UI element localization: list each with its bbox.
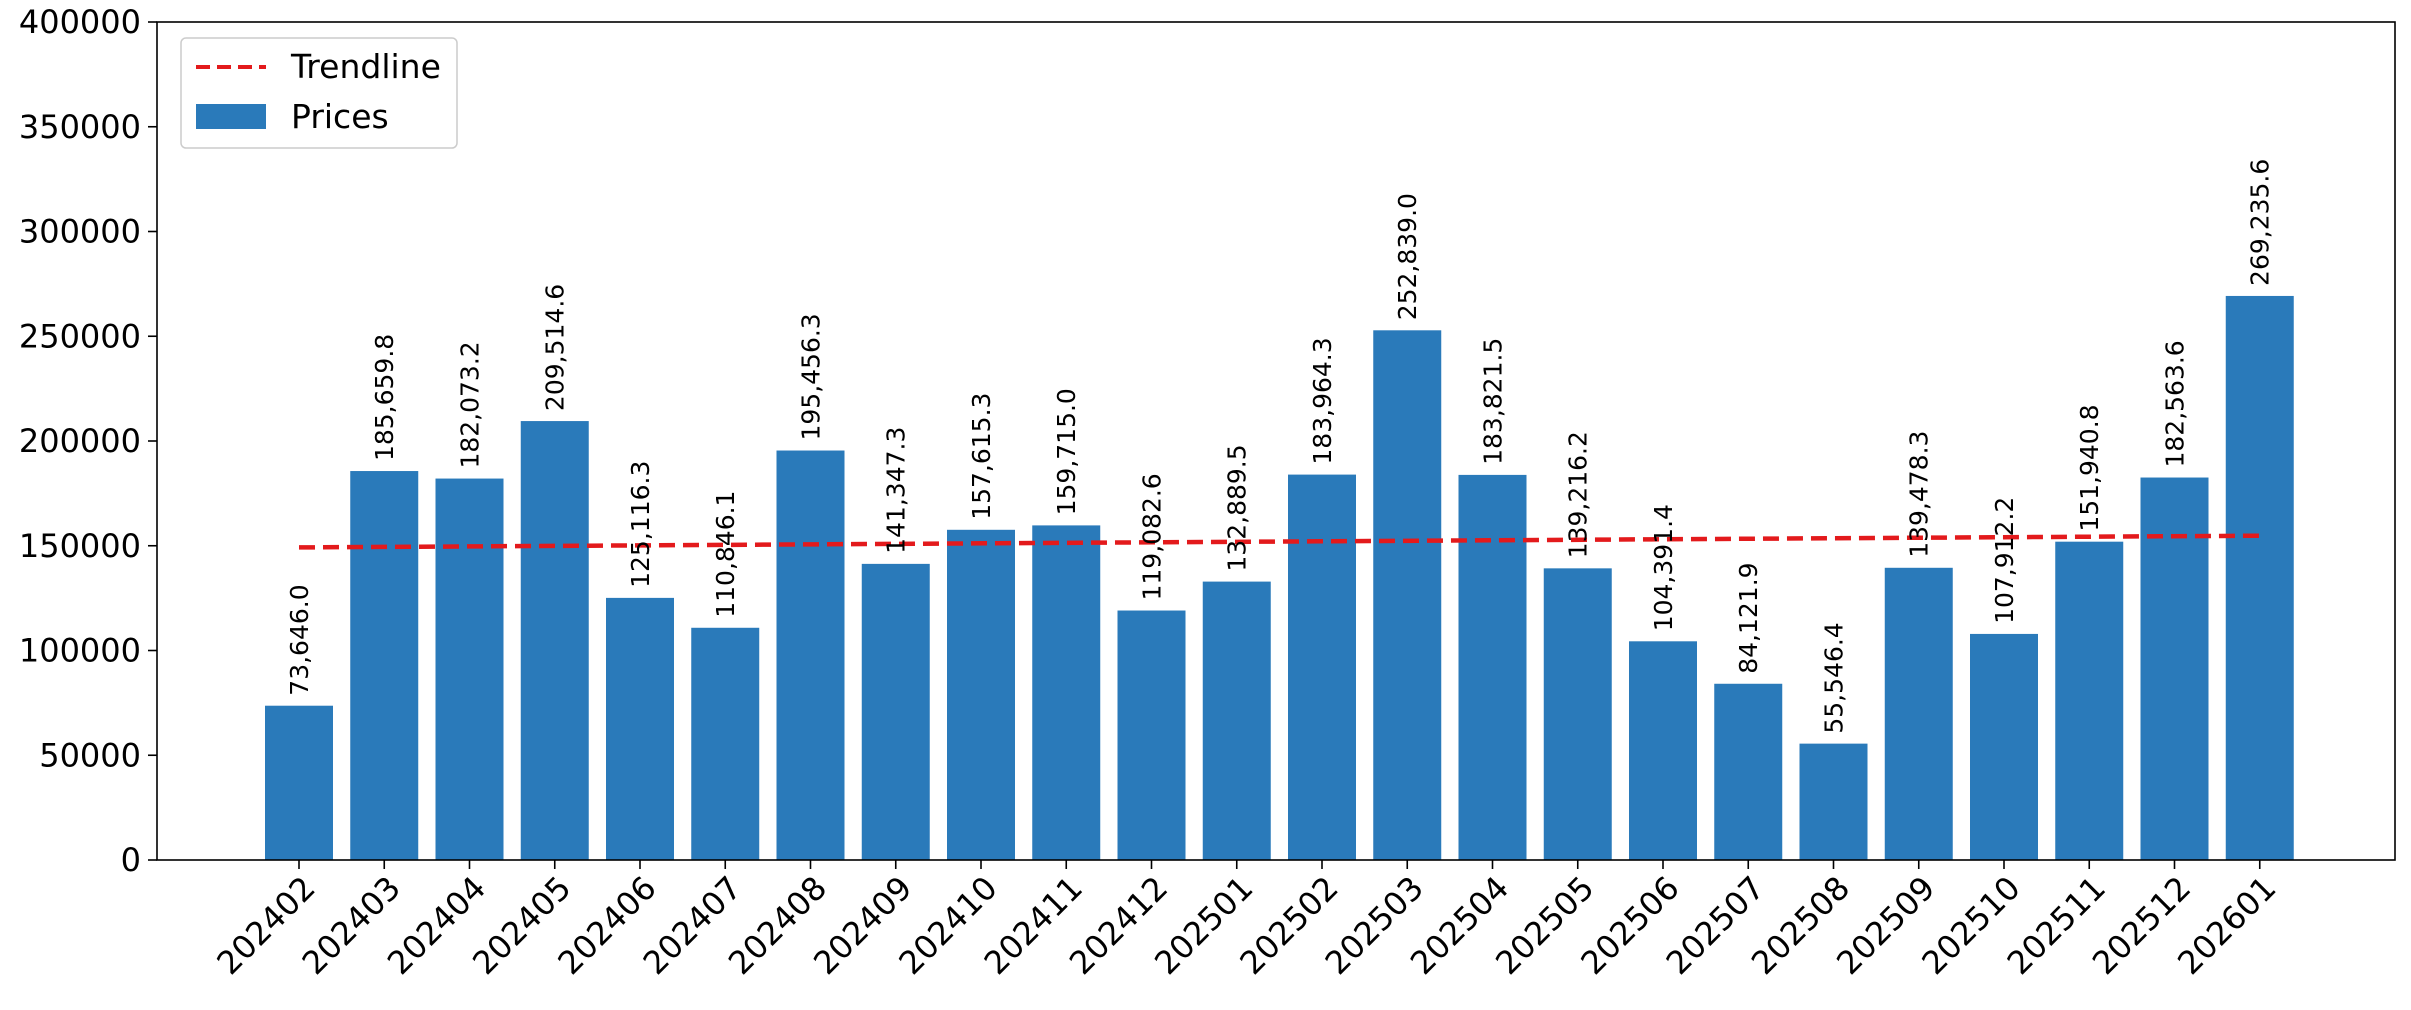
bar-202504 bbox=[1458, 474, 1527, 860]
data-label-202410: 157,615.3 bbox=[967, 393, 996, 520]
bar-202507 bbox=[1714, 683, 1783, 860]
data-label-202402: 73,646.0 bbox=[285, 584, 314, 695]
y-tick-label: 350000 bbox=[19, 108, 141, 146]
bar-202510 bbox=[1970, 633, 2038, 860]
x-axis-ticks: 2024022024032024042024052024062024072024… bbox=[209, 860, 2283, 982]
data-label-202506: 104,391.4 bbox=[1649, 504, 1678, 631]
bar-202503 bbox=[1373, 330, 1442, 860]
bars-layer bbox=[265, 295, 2294, 860]
data-label-202409: 141,347.3 bbox=[882, 427, 911, 554]
y-tick-label: 100000 bbox=[19, 632, 141, 670]
trendline bbox=[298, 533, 2260, 550]
data-label-202404: 182,073.2 bbox=[456, 341, 485, 468]
bar-202508 bbox=[1799, 743, 1868, 860]
data-label-202509: 139,478.3 bbox=[1905, 431, 1934, 558]
y-tick-label: 150000 bbox=[19, 527, 141, 565]
data-label-202507: 84,121.9 bbox=[1734, 562, 1763, 673]
data-label-202502: 183,964.3 bbox=[1308, 337, 1337, 464]
bar-202405 bbox=[520, 421, 589, 860]
y-tick-label: 200000 bbox=[19, 422, 141, 460]
legend-prices-swatch bbox=[196, 104, 266, 129]
data-label-202411: 159,715.0 bbox=[1052, 388, 1081, 515]
bar-202502 bbox=[1288, 474, 1356, 860]
bar-202408 bbox=[776, 450, 845, 860]
bar-202409 bbox=[861, 563, 930, 860]
legend-prices-label: Prices bbox=[291, 97, 389, 136]
y-tick-label: 50000 bbox=[39, 736, 141, 774]
data-label-202510: 107,912.2 bbox=[1990, 497, 2019, 624]
bar-202403 bbox=[350, 471, 419, 860]
data-label-202503: 252,839.0 bbox=[1393, 193, 1422, 320]
data-label-202512: 182,563.6 bbox=[2161, 340, 2190, 467]
bar-202505 bbox=[1543, 568, 1612, 860]
data-label-202412: 119,082.6 bbox=[1138, 473, 1167, 600]
y-tick-label: 300000 bbox=[19, 213, 141, 251]
y-axis-ticks: 0 50000 100000 150000 200000 250000 300000 3500… bbox=[19, 3, 157, 879]
bar-202411 bbox=[1032, 525, 1101, 860]
trendline-layer bbox=[298, 533, 2260, 550]
data-label-202508: 55,546.4 bbox=[1820, 622, 1849, 733]
bar-202406 bbox=[606, 597, 674, 860]
y-tick-label: 400000 bbox=[19, 3, 141, 41]
data-label-202511: 151,940.8 bbox=[2075, 404, 2104, 531]
data-label-202407: 110,846.1 bbox=[711, 491, 740, 618]
data-label-202601: 269,235.6 bbox=[2246, 159, 2275, 286]
data-label-202408: 195,456.3 bbox=[797, 313, 826, 440]
bar-202512 bbox=[2140, 477, 2209, 860]
data-label-202405: 209,514.6 bbox=[541, 284, 570, 411]
bar-202601 bbox=[2225, 295, 2294, 860]
legend: Trendline Prices bbox=[180, 37, 458, 149]
bar-202511 bbox=[2055, 541, 2124, 860]
bar-202501 bbox=[1202, 581, 1271, 860]
legend-trendline-label: Trendline bbox=[290, 47, 441, 86]
bar-202404 bbox=[435, 478, 504, 860]
bar-202402 bbox=[265, 705, 333, 860]
data-label-202505: 139,216.2 bbox=[1564, 431, 1593, 558]
y-tick-label: 0 bbox=[121, 841, 141, 879]
bar-202407 bbox=[691, 627, 760, 860]
data-label-202501: 132,889.5 bbox=[1223, 444, 1252, 571]
data-label-202504: 183,821.5 bbox=[1479, 338, 1508, 465]
bar-202410 bbox=[947, 529, 1015, 860]
y-tick-label: 250000 bbox=[19, 317, 141, 355]
bar-202506 bbox=[1629, 641, 1697, 860]
data-label-202406: 125,116.3 bbox=[626, 461, 655, 588]
bar-202412 bbox=[1117, 610, 1186, 860]
data-labels-layer: 73,646.0 185,659.8 182,073.2 209,514.6 125,1… bbox=[285, 159, 2275, 734]
data-label-202403: 185,659.8 bbox=[370, 334, 399, 461]
bar-202509 bbox=[1884, 567, 1953, 860]
